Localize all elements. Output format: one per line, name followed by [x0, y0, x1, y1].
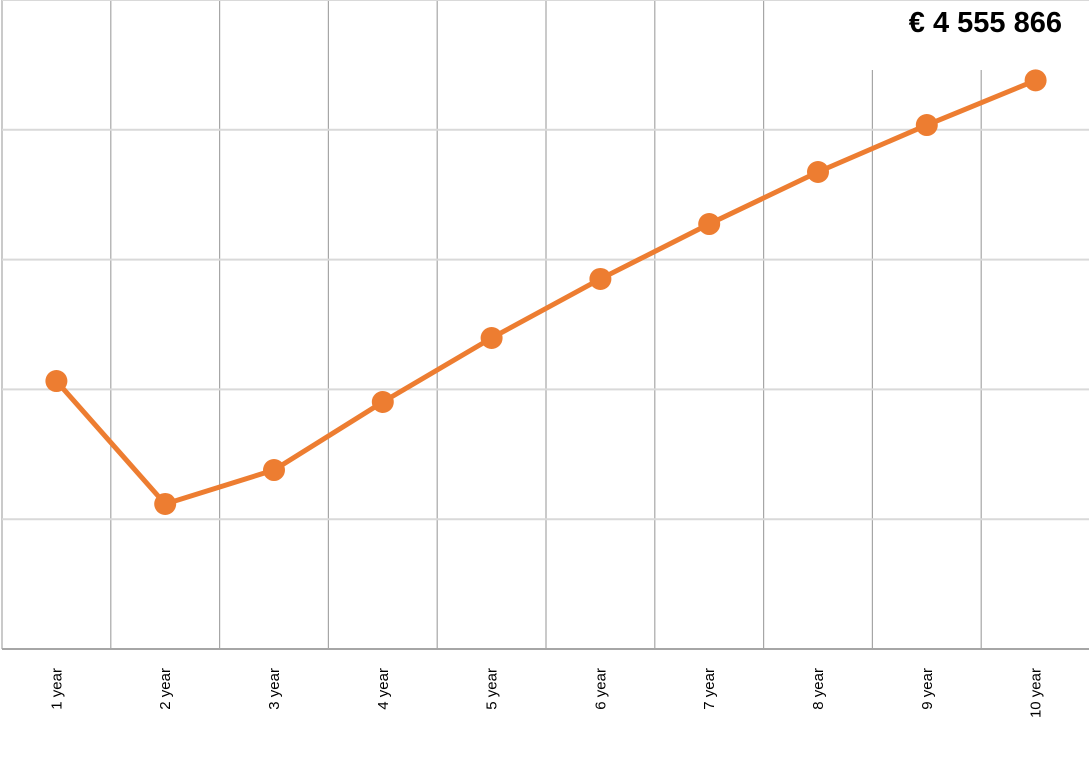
- x-tick-label: 9 year: [919, 668, 936, 710]
- x-tick-label: 4 year: [375, 668, 392, 710]
- point: [698, 213, 721, 236]
- x-tick-label: 10 year: [1028, 668, 1045, 718]
- point: [154, 492, 177, 515]
- x-tick-label: 5 year: [484, 668, 501, 710]
- value-label: € 4 555 866: [909, 7, 1062, 39]
- point: [263, 459, 285, 482]
- point: [45, 370, 68, 393]
- line: [54, 78, 1037, 507]
- point: [371, 391, 394, 414]
- point: [915, 114, 938, 137]
- x-tick-label: 6 year: [592, 668, 609, 710]
- x-tick-label: 1 year: [48, 668, 65, 710]
- point: [1024, 69, 1047, 92]
- x-tick-label: 7 year: [701, 668, 718, 710]
- point: [807, 160, 829, 183]
- point: [480, 326, 503, 349]
- x-tick-label: 3 year: [266, 668, 283, 710]
- x-tick-label: 2 year: [157, 668, 174, 710]
- point: [589, 267, 612, 290]
- x-tick-label: 8 year: [810, 668, 827, 710]
